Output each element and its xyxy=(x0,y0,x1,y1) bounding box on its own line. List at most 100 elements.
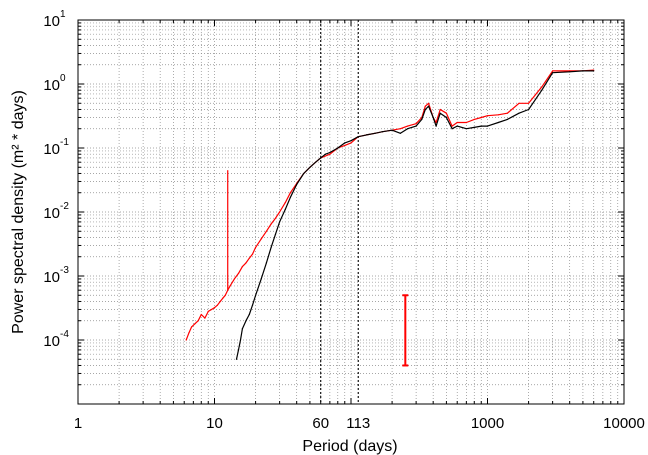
data-point xyxy=(204,317,206,319)
data-point xyxy=(216,304,218,306)
data-point xyxy=(465,128,467,130)
data-point xyxy=(582,70,584,72)
data-point xyxy=(432,116,434,119)
data-point xyxy=(241,328,243,330)
axis-ticks xyxy=(77,19,625,405)
series-line xyxy=(185,69,594,341)
data-point xyxy=(200,313,202,316)
y-tick-label: 10 xyxy=(43,269,60,286)
data-point xyxy=(518,112,520,114)
data-point xyxy=(439,112,441,114)
data-point xyxy=(284,202,286,204)
data-point xyxy=(248,257,250,259)
data-point xyxy=(260,238,262,240)
y-tick-label: 10 xyxy=(43,141,60,158)
data-point xyxy=(329,151,331,154)
y-tick-exponent: 0 xyxy=(60,73,66,84)
data-point xyxy=(270,246,272,248)
data-point xyxy=(279,221,281,223)
data-point xyxy=(552,72,554,74)
x-axis-label: Period (days) xyxy=(302,438,397,455)
data-point xyxy=(237,349,240,351)
data-point xyxy=(279,211,281,213)
x-tick-label: 60 xyxy=(312,415,329,432)
y-tick-label: 10 xyxy=(43,205,60,222)
data-point xyxy=(407,128,409,130)
data-point xyxy=(381,131,384,133)
y-tick-exponent: 1 xyxy=(60,9,66,20)
data-point xyxy=(552,70,554,72)
data-point xyxy=(473,118,475,120)
data-point xyxy=(260,278,262,280)
data-point xyxy=(428,105,430,107)
data-point xyxy=(528,108,530,111)
data-point xyxy=(210,308,213,311)
data-point xyxy=(415,123,417,125)
data-point xyxy=(374,132,376,134)
data-point xyxy=(528,102,530,104)
data-point xyxy=(541,86,543,88)
data-point xyxy=(296,183,298,185)
x-tick-label: 1000 xyxy=(471,415,504,432)
y-tick-label: 10 xyxy=(43,333,60,350)
data-point xyxy=(506,118,508,120)
grid xyxy=(78,20,624,404)
data-point xyxy=(265,262,267,264)
y-tick-exponent: -1 xyxy=(60,137,69,148)
data-point xyxy=(391,129,393,131)
data-point xyxy=(248,313,250,316)
data-point xyxy=(289,192,291,194)
data-point xyxy=(224,294,226,296)
data-point xyxy=(497,121,499,124)
data-point xyxy=(274,233,277,235)
data-point xyxy=(265,230,267,232)
data-point xyxy=(424,108,426,111)
y-tick-label: 10 xyxy=(43,13,60,30)
data-point xyxy=(239,339,242,341)
data-point xyxy=(251,304,254,306)
data-point xyxy=(324,155,327,157)
reference-lines xyxy=(320,20,359,404)
data-point xyxy=(229,285,231,287)
data-point xyxy=(324,153,327,155)
data-point xyxy=(350,142,352,144)
data-point xyxy=(456,125,458,127)
data-point xyxy=(251,253,254,255)
y-tick-exponent: -3 xyxy=(60,265,69,276)
data-point xyxy=(465,121,467,124)
x-tick-label: 10 xyxy=(206,415,223,432)
data-point xyxy=(329,153,331,155)
data-point xyxy=(473,126,475,128)
data-point xyxy=(191,326,193,328)
data-point xyxy=(451,128,453,130)
data-point xyxy=(593,70,595,72)
x-tick-label: 10000 xyxy=(603,415,645,432)
x-tick-labels: 1 10 60 113 1000 10000 xyxy=(74,415,645,432)
data-point xyxy=(222,297,224,299)
data-point xyxy=(255,294,257,296)
data-point xyxy=(428,102,430,104)
data-point xyxy=(407,125,409,127)
data-point xyxy=(284,208,286,210)
data-point xyxy=(233,278,235,280)
y-tick-exponent: -2 xyxy=(60,201,69,212)
data-point xyxy=(337,147,339,149)
data-point xyxy=(235,358,238,360)
data-point xyxy=(207,310,209,312)
data-point xyxy=(270,223,272,225)
data-point xyxy=(541,89,543,91)
data-point xyxy=(439,108,441,111)
data-point xyxy=(350,140,352,142)
series-group xyxy=(185,69,595,360)
data-point xyxy=(451,125,453,127)
data-point xyxy=(399,132,401,134)
data-point xyxy=(255,246,257,248)
data-point xyxy=(486,125,489,127)
data-point xyxy=(194,323,196,325)
data-point xyxy=(435,125,437,127)
data-point xyxy=(435,121,437,124)
data-point xyxy=(241,266,243,268)
